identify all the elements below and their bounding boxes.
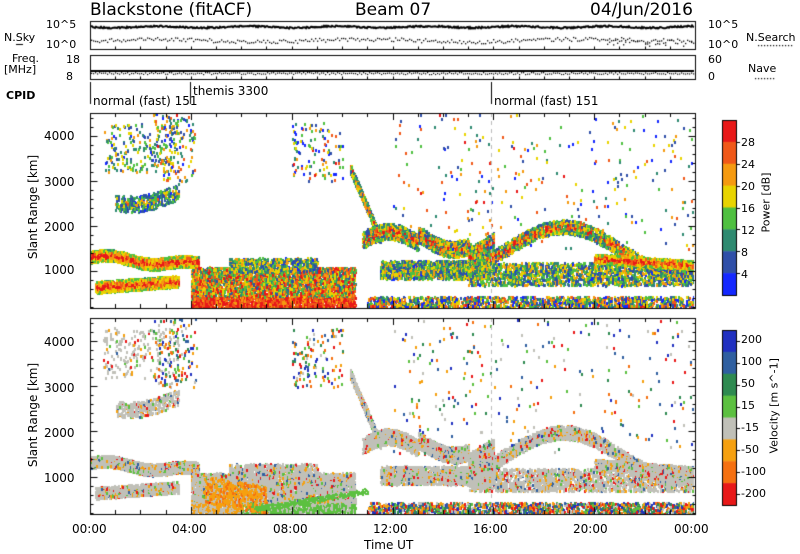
- cpid-segment-label: normal (fast) 151: [93, 94, 198, 108]
- freq-unit-label: [MHz]: [4, 63, 37, 76]
- velocity-colorbar-tick: 100: [741, 355, 762, 368]
- freq-label: Freq.: [12, 52, 40, 65]
- velocity-y-tick: 4000: [44, 335, 75, 349]
- noise-right-tick-top: 10^5: [708, 18, 739, 31]
- power-y-tick: 3000: [44, 175, 75, 189]
- noise-left-tick-top: 10^5: [46, 18, 77, 31]
- x-tick: 00:00: [72, 522, 107, 536]
- freq-right-tick-bottom: 0: [708, 70, 715, 83]
- nsearch-label: N.Search: [746, 31, 796, 44]
- cpid-segment-label: themis 3300: [193, 84, 269, 98]
- x-axis-label: Time UT: [364, 538, 414, 552]
- power-colorbar-tick: 16: [741, 202, 755, 215]
- x-tick: 20:00: [573, 522, 608, 536]
- velocity-colorbar-tick: 50: [741, 377, 755, 390]
- x-tick: 16:00: [473, 522, 508, 536]
- velocity-colorbar-tick: -200: [741, 487, 766, 500]
- power-y-tick: 1000: [44, 263, 75, 277]
- power-colorbar-label: Power [dB]: [759, 172, 773, 233]
- velocity-panel-ylabel: Slant Range [km]: [26, 362, 40, 468]
- velocity-colorbar-label: Velocity [m s^-1]: [767, 358, 781, 454]
- power-colorbar-tick: 12: [741, 224, 755, 237]
- x-tick: 08:00: [273, 522, 308, 536]
- nsky-label: N.Sky: [4, 31, 36, 44]
- power-colorbar-tick: 28: [741, 136, 755, 149]
- radar-title: Blackstone (fitACF): [90, 0, 253, 20]
- power-y-tick: 2000: [44, 220, 75, 234]
- velocity-colorbar-tick: -50: [741, 443, 759, 456]
- cpid-segment-label: normal (fast) 151: [494, 94, 599, 108]
- cpid-label: CPID: [6, 89, 36, 102]
- freq-left-tick-bottom: 8: [66, 70, 73, 83]
- freq-left-tick-top: 18: [66, 53, 80, 66]
- x-tick: 04:00: [172, 522, 207, 536]
- nave-label: Nave: [748, 62, 777, 75]
- date-title: 04/Jun/2016: [590, 0, 693, 20]
- noise-left-tick-bottom: 10^0: [46, 38, 77, 51]
- velocity-colorbar-tick: -15: [741, 421, 759, 434]
- velocity-colorbar-tick: 200: [741, 333, 762, 346]
- power-panel-ylabel: Slant Range [km]: [26, 154, 40, 260]
- power-colorbar-tick: 8: [741, 246, 748, 259]
- power-y-tick: 4000: [44, 129, 75, 143]
- power-colorbar-tick: 4: [741, 268, 748, 281]
- velocity-y-tick: 2000: [44, 426, 75, 440]
- beam-title: Beam 07: [355, 0, 432, 20]
- power-colorbar-tick: 20: [741, 180, 755, 193]
- velocity-colorbar-tick: -100: [741, 465, 766, 478]
- freq-right-tick-top: 60: [708, 53, 722, 66]
- velocity-y-tick: 3000: [44, 381, 75, 395]
- power-colorbar-tick: 24: [741, 158, 755, 171]
- velocity-colorbar-tick: 15: [741, 399, 755, 412]
- noise-right-tick-bottom: 10^0: [708, 38, 739, 51]
- velocity-y-tick: 1000: [44, 471, 75, 485]
- x-tick: 00:00: [674, 522, 709, 536]
- x-tick: 12:00: [373, 522, 408, 536]
